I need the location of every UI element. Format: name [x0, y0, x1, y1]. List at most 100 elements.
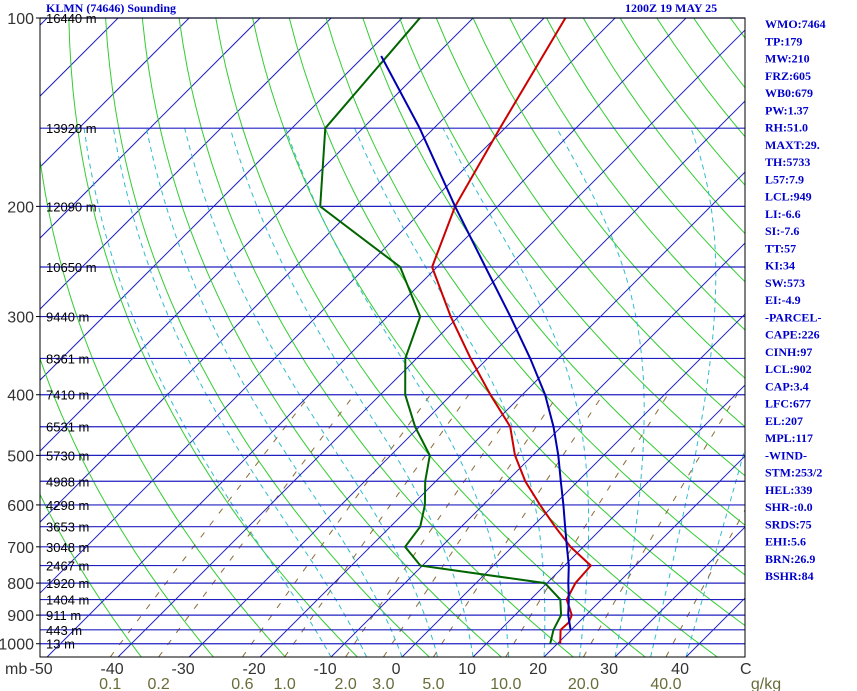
height-label: 1920 m — [46, 576, 89, 591]
height-label: 443 m — [46, 623, 82, 638]
stat-line: LCL:902 — [765, 362, 812, 376]
stat-line: TP:179 — [765, 34, 802, 48]
mixing-ratio-line — [665, 509, 745, 657]
stat-line: MW:210 — [765, 52, 810, 66]
height-label: 3653 m — [46, 520, 89, 535]
height-label: 8361 m — [46, 351, 89, 366]
isotherm-grid — [330, 242, 745, 657]
stat-line: CINH:97 — [765, 345, 812, 359]
chart-subtitle: 1200Z 19 MAY 25 — [625, 1, 717, 15]
stat-line: FRZ:605 — [765, 69, 811, 83]
stat-line: STM:253/2 — [765, 466, 822, 480]
x-tick-label: 30 — [600, 661, 618, 678]
stat-line: MPL:117 — [765, 431, 813, 445]
dry-adiabat — [325, 18, 745, 576]
y-tick-label: 800 — [7, 576, 34, 593]
mixing-ratio-label: 10.0 — [490, 676, 521, 691]
isotherm-grid — [472, 384, 745, 657]
stat-line: TH:5733 — [765, 155, 810, 169]
stat-line: -PARCEL- — [765, 310, 821, 324]
stat-line: LCL:949 — [765, 190, 812, 204]
x-tick-label: 20 — [529, 661, 547, 678]
mixing-ratio-line — [505, 394, 669, 657]
mixing-ratio-line — [382, 394, 559, 657]
x-tick-label: 10 — [458, 661, 476, 678]
isotherm — [40, 18, 474, 452]
stat-line: LFC:677 — [765, 397, 811, 411]
dry-adiabat — [252, 18, 718, 657]
y-tick-label: 500 — [7, 448, 34, 465]
y-tick-label: 200 — [7, 199, 34, 216]
height-label: 1404 m — [46, 593, 89, 608]
isotherm — [40, 18, 616, 594]
mixing-ratio-label: 0.1 — [99, 676, 121, 691]
stat-line: PW:1.37 — [765, 103, 809, 117]
x-tick-label: -40 — [101, 661, 124, 678]
dry-adiabat — [215, 18, 646, 657]
stat-line: SRDS:75 — [765, 517, 812, 531]
chart-title: KLMN (74646) Sounding — [46, 1, 176, 15]
labels: 0.1 0.2 0.6 1.0 2.0 3.0 5.0 10.0 20.0 40.0 g/kg -50… — [0, 11, 826, 691]
height-label: 9440 m — [46, 310, 89, 325]
stat-line: BRN:26.9 — [765, 552, 815, 566]
stat-line: RH:51.0 — [765, 121, 808, 135]
dry-adiabat — [288, 18, 745, 627]
mixing-ratio-label: 2.0 — [334, 676, 356, 691]
x-tick-label: 40 — [671, 661, 689, 678]
dry-adiabat — [362, 18, 745, 526]
mixing-ratio-label: 1.0 — [273, 676, 295, 691]
isotherm-grid — [117, 29, 745, 657]
mixing-ratio-label: 0.2 — [147, 676, 169, 691]
stat-line: HEL:339 — [765, 483, 812, 497]
height-label: 7410 m — [46, 388, 89, 403]
profile-line — [380, 55, 572, 630]
height-label: 10650 m — [46, 260, 97, 275]
isotherm-grid — [401, 313, 745, 657]
y-tick-label: 600 — [7, 498, 34, 515]
y-tick-label: 1000 — [0, 637, 34, 654]
profiles — [319, 18, 593, 644]
mixing-ratio-line — [582, 394, 738, 657]
y-tick-label: 300 — [7, 310, 34, 327]
dry-adiabat — [399, 18, 745, 477]
x-tick-label: 0 — [392, 661, 401, 678]
stat-line: EHI:5.6 — [765, 535, 806, 549]
stat-line: SHR-:0.0 — [765, 500, 813, 514]
height-label: 13 m — [46, 637, 75, 652]
height-label: 4298 m — [46, 498, 89, 513]
height-label: 12090 m — [46, 199, 97, 214]
height-label: 5730 m — [46, 448, 89, 463]
stat-line: SW:573 — [765, 276, 805, 290]
isotherm — [40, 18, 261, 239]
dry-adiabat — [509, 18, 745, 331]
isotherm-grid — [614, 526, 745, 657]
mixing-ratio-line — [284, 394, 470, 657]
x-tick-label: -10 — [314, 661, 337, 678]
mixing-ratio-line — [241, 394, 431, 657]
profile-line — [319, 18, 563, 644]
height-label: 4988 m — [46, 474, 89, 489]
dry-adiabat — [40, 155, 286, 657]
y-tick-label: 900 — [7, 608, 34, 625]
stat-line: TT:57 — [765, 241, 796, 255]
isotherm — [40, 18, 332, 310]
dry-adiabat — [141, 18, 502, 657]
height-label: 6531 m — [46, 420, 89, 435]
stat-line: SI:-7.6 — [765, 224, 799, 238]
mixing-ratio-label: 20.0 — [568, 676, 599, 691]
dry-adiabat — [546, 18, 745, 283]
mixing-ratio-line — [432, 394, 604, 657]
isotherm-grid — [543, 455, 745, 657]
isotherm — [40, 18, 545, 523]
mixing-ratio-label: 3.0 — [372, 676, 394, 691]
dry-adiabat — [435, 18, 745, 428]
x-tick-label: -50 — [30, 661, 53, 678]
stat-line: -WIND- — [765, 448, 807, 462]
y-tick-label: 700 — [7, 540, 34, 557]
height-label: 2467 m — [46, 559, 89, 574]
stat-line: MAXT:29. — [765, 138, 820, 152]
x-tick-label: -30 — [172, 661, 195, 678]
stat-line: EI:-4.9 — [765, 293, 801, 307]
